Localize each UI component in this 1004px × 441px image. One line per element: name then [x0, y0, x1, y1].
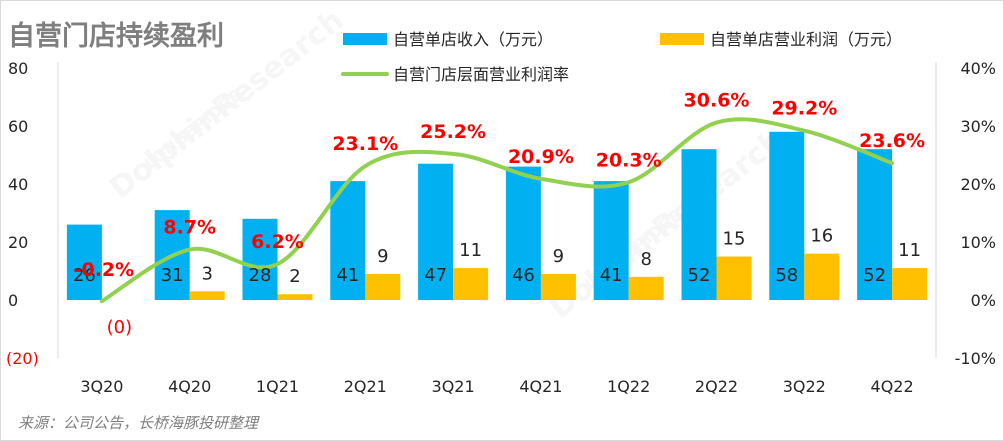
margin-value-label: 25.2% [420, 121, 486, 143]
revenue-value-label: 58 [775, 265, 798, 286]
margin-value-label: 23.6% [859, 130, 925, 152]
revenue-value-label: 41 [600, 265, 623, 286]
revenue-value-label: 41 [336, 265, 359, 286]
revenue-bar [330, 181, 366, 300]
x-tick-label: 4Q21 [519, 377, 562, 396]
revenue-bar [857, 149, 893, 300]
profit-bar [892, 268, 928, 300]
x-tick-label: 3Q22 [783, 377, 826, 396]
legend-swatch-profit [660, 33, 704, 45]
line-layer [99, 117, 895, 304]
x-tick-label: 2Q21 [344, 377, 387, 396]
profit-bar [277, 294, 313, 300]
y-left-tick-label: 60 [8, 117, 28, 136]
revenue-bar [769, 131, 805, 300]
profit-bar [804, 253, 840, 300]
y-right-tick-label: 40% [960, 59, 996, 78]
revenue-bar [593, 181, 629, 300]
margin-value-label: 20.3% [596, 149, 662, 171]
y-left-tick-label: (20) [6, 349, 39, 368]
x-tick-label: 4Q22 [871, 377, 914, 396]
y-left-tick-label: 40 [8, 175, 28, 194]
profit-bar [365, 273, 401, 300]
profit-value-label: 11 [898, 240, 921, 261]
profit-value-label: 9 [377, 246, 388, 267]
legend-swatch-revenue [343, 33, 387, 45]
margin-value-label: 23.1% [332, 133, 398, 155]
margin-value-label: 30.6% [684, 90, 750, 112]
x-tick-label: 1Q21 [256, 377, 299, 396]
profit-value-label: 8 [640, 249, 651, 270]
revenue-value-label: 31 [161, 265, 184, 286]
margin-value-label: 8.7% [163, 217, 216, 239]
revenue-value-label: 52 [688, 265, 711, 286]
legend-label-revenue: 自营单店收入（万元） [393, 30, 553, 49]
y-left-tick-label: 80 [8, 59, 28, 78]
profit-bar [540, 273, 576, 300]
profit-value-label: 11 [459, 240, 482, 261]
margin-value-label: 29.2% [771, 98, 837, 120]
margin-value-label: 6.2% [251, 231, 304, 253]
margin-line [99, 117, 895, 304]
x-tick-label: 1Q22 [607, 377, 650, 396]
profit-value-label: 16 [810, 226, 833, 247]
revenue-bar [66, 224, 102, 300]
margin-value-label: -0.2% [74, 259, 135, 281]
chart-title: 自营门店持续盈利 [8, 20, 224, 52]
x-tick-label: 3Q21 [432, 377, 475, 396]
revenue-value-label: 26 [73, 265, 96, 286]
profit-bar [628, 276, 664, 300]
profit-value-label: 2 [289, 266, 300, 287]
revenue-value-label: 46 [512, 265, 535, 286]
y-left-tick-label: 0 [8, 291, 18, 310]
profit-value-label: (0) [107, 317, 133, 338]
legend-item-profit: 自营单店营业利润（万元） [660, 30, 902, 49]
revenue-value-label: 52 [863, 265, 886, 286]
margin-value-label: 20.9% [508, 146, 574, 168]
axes: 80 60 40 20 0 (20) 40% 30% 20% 10% 0% -10% 3Q20 4Q20 1… [6, 59, 996, 396]
x-tick-label: 3Q20 [80, 377, 123, 396]
profit-value-label: 3 [201, 263, 212, 284]
legend-label-profit: 自营单店营业利润（万元） [710, 30, 902, 49]
bars [66, 131, 928, 300]
legend-item-revenue: 自营单店收入（万元） [343, 30, 553, 49]
y-right-tick-label: 10% [960, 233, 996, 252]
profit-bar [189, 291, 225, 300]
y-right-tick-label: 30% [960, 117, 996, 136]
x-tick-label: 2Q22 [695, 377, 738, 396]
profit-value-label: 9 [553, 246, 564, 267]
source-note: 来源：公司公告，长桥海豚投研整理 [18, 414, 260, 432]
revenue-bar [681, 149, 717, 300]
legend-label-margin: 自营门店层面营业利润率 [393, 65, 569, 84]
x-tick-label: 4Q20 [168, 377, 211, 396]
labels: 26 (0) 31 3 28 2 41 9 47 11 46 9 41 8 52 15 58 16 52 11 -0.2… [73, 90, 925, 338]
revenue-bar [242, 218, 278, 300]
legend: 自营单店收入（万元） 自营单店营业利润（万元） 自营门店层面营业利润率 [341, 30, 902, 84]
revenue-bar [418, 163, 454, 300]
profit-bar [453, 268, 489, 300]
revenue-value-label: 47 [424, 265, 447, 286]
y-right-tick-label: 20% [960, 175, 996, 194]
profit-bar [716, 256, 752, 300]
y-right-tick-label: -10% [955, 349, 996, 368]
revenue-value-label: 28 [249, 265, 272, 286]
legend-item-margin: 自营门店层面营业利润率 [341, 65, 569, 84]
y-right-tick-label: 0% [971, 291, 996, 310]
revenue-bar [505, 166, 541, 300]
profit-value-label: 15 [723, 229, 746, 250]
y-left-tick-label: 20 [8, 233, 28, 252]
